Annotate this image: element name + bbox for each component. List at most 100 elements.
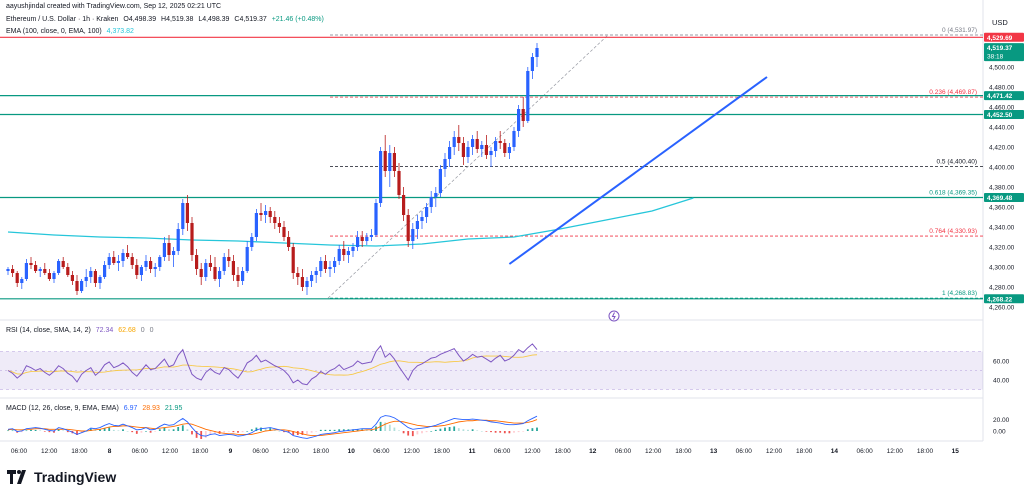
candle-body: [415, 221, 419, 229]
rsi-ma-value: 62.68: [118, 327, 136, 334]
rsi-tick-label: 60.00: [993, 359, 1010, 366]
candle-body: [254, 213, 258, 237]
candle-body: [139, 267, 143, 275]
candle-body: [498, 141, 502, 143]
macd-histogram-bar: [453, 426, 456, 431]
macd-histogram-bar: [34, 429, 37, 431]
candle-body: [116, 261, 120, 263]
time-tick-label: 18:00: [917, 448, 934, 455]
candle-body: [70, 275, 74, 281]
candle-body: [172, 251, 176, 255]
candle-body: [475, 139, 479, 149]
time-tick-label: 11: [469, 448, 476, 455]
candle-body: [443, 159, 447, 169]
macd-histogram-bar: [292, 431, 295, 435]
candle-body: [162, 243, 166, 257]
macd-histogram-bar: [499, 431, 502, 433]
macd-histogram-bar: [407, 431, 410, 436]
price-badge: [984, 32, 1024, 42]
macd-histogram-bar: [425, 431, 428, 433]
macd-histogram-bar: [122, 429, 124, 431]
macd-histogram-bar: [204, 431, 207, 438]
candle-body: [20, 279, 24, 283]
macd-histogram-bar: [462, 429, 465, 431]
tradingview-logo[interactable]: TradingView: [7, 467, 116, 487]
candle-body: [411, 229, 415, 241]
candle-body: [153, 267, 157, 269]
price-badge-value: 4,471.42: [987, 93, 1013, 100]
candle-body: [379, 151, 383, 203]
open-value: O4,498.39: [123, 16, 157, 23]
candle-body: [374, 203, 378, 235]
macd-histogram-bar: [264, 428, 267, 431]
time-tick-label: 06:00: [252, 448, 269, 455]
macd-histogram-bar: [163, 427, 166, 431]
price-tick-label: 4,320.00: [989, 245, 1015, 252]
candle-body: [34, 265, 38, 271]
fib-diagonal: [327, 34, 609, 299]
ema-legend[interactable]: EMA (100, close, 0, EMA, 100) 4,373.82: [6, 28, 134, 35]
macd-histogram-bar: [490, 431, 492, 433]
macd-histogram-bar: [149, 431, 152, 433]
rsi-legend[interactable]: RSI (14, close, SMA, 14, 2) 72.34 62.68 …: [6, 327, 154, 334]
candle-body: [199, 269, 203, 277]
fib-level-label: 0.618 (4,369.35): [929, 190, 977, 197]
macd-histogram-bar: [513, 431, 515, 433]
macd-histogram-bar: [135, 431, 138, 434]
macd-histogram-bar: [393, 427, 396, 431]
macd-histogram-bar: [94, 429, 97, 431]
time-tick-label: 13: [710, 448, 718, 455]
macd-histogram-bar: [522, 431, 525, 432]
candle-body: [406, 215, 410, 241]
macd-histogram-bar: [172, 429, 175, 431]
macd-histogram-bar: [319, 429, 322, 431]
macd-value: 6.97: [123, 405, 138, 412]
candle-body: [452, 137, 456, 147]
candle-body: [24, 263, 28, 279]
macd-histogram-bar: [384, 422, 387, 431]
fib-level-label: 0.764 (4,330.93): [929, 228, 977, 235]
price-tick-label: 4,440.00: [989, 125, 1015, 132]
time-tick-label: 06:00: [373, 448, 390, 455]
macd-tick-label: 0.00: [993, 429, 1006, 436]
candle-body: [517, 109, 521, 131]
candle-body: [466, 147, 470, 157]
candle-body: [181, 203, 185, 229]
candle-body: [346, 251, 350, 255]
macd-histogram-bar: [301, 431, 304, 435]
candle-body: [291, 247, 295, 273]
time-tick-label: 12:00: [887, 448, 904, 455]
ema-label: EMA (100, close, 0, EMA, 100): [6, 28, 102, 35]
symbol-legend[interactable]: Ethereum / U.S. Dollar · 1h · Kraken O4,…: [6, 16, 324, 23]
candle-body: [208, 263, 212, 267]
candle-body: [300, 277, 304, 287]
macd-histogram-bar: [246, 431, 249, 432]
macd-histogram-bar: [232, 431, 235, 433]
candle-body: [342, 249, 346, 255]
macd-histogram-bar: [53, 431, 55, 433]
price-tick-label: 4,360.00: [989, 205, 1015, 212]
candle-body: [43, 269, 47, 273]
candle-body: [38, 269, 42, 271]
macd-histogram-bar: [398, 430, 400, 432]
macd-histogram-bar: [177, 427, 180, 431]
candle-body: [121, 253, 125, 261]
macd-histogram-bar: [306, 431, 308, 435]
candle-body: [360, 237, 364, 241]
ema-value: 4,373.82: [106, 28, 134, 35]
candle-body: [388, 153, 392, 171]
candle-body: [351, 247, 355, 251]
candle-body: [236, 275, 240, 281]
macd-histogram-bar: [430, 431, 433, 432]
price-tick-label: 4,340.00: [989, 225, 1015, 232]
support-trendline: [508, 76, 768, 265]
candle-body: [29, 263, 33, 265]
macd-histogram-bar: [531, 428, 534, 431]
fib-level-label: 0.5 (4,400.40): [937, 159, 977, 166]
price-badge-timer: 38:18: [987, 54, 1004, 61]
time-tick-label: 06:00: [11, 448, 28, 455]
macd-histogram-bar: [503, 431, 506, 434]
price-badge: [984, 43, 1024, 62]
macd-legend[interactable]: MACD (12, 26, close, 9, EMA, EMA) 6.97 2…: [6, 405, 182, 412]
